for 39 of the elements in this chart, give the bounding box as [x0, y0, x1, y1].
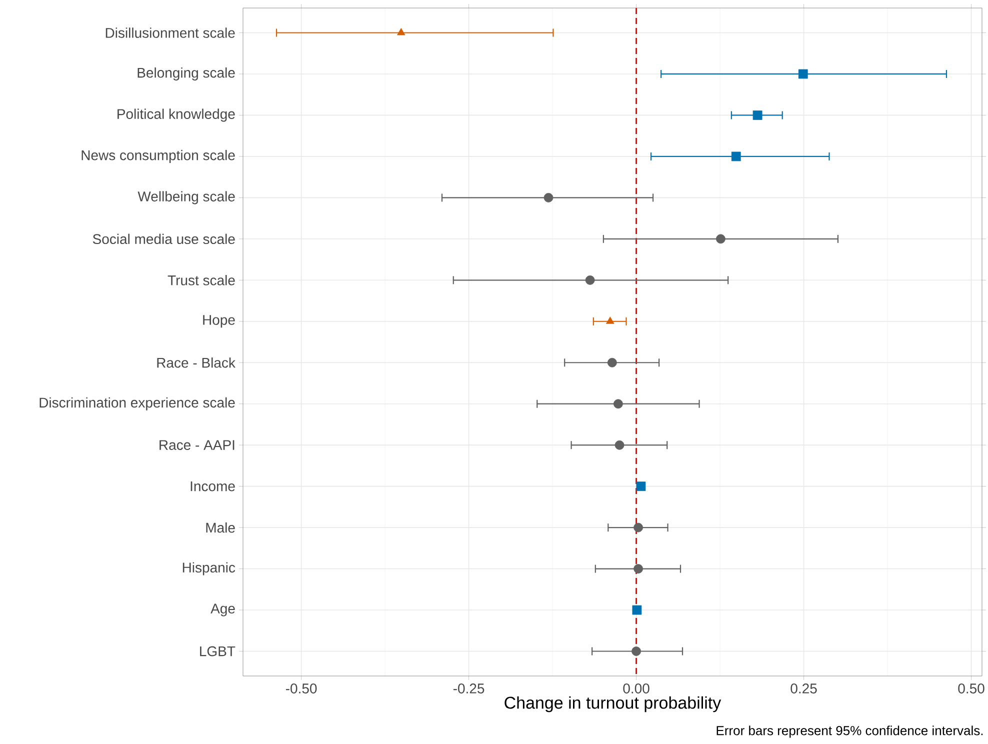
- y-tick-label: Age: [210, 604, 235, 616]
- point: [606, 316, 614, 324]
- x-tick-label: 0.25: [790, 684, 817, 694]
- y-tick-label: News consumption scale: [82, 150, 235, 163]
- x-tick-label: -0.25: [453, 684, 484, 694]
- y-tick-label: Race - Black: [157, 357, 236, 368]
- point: [632, 605, 642, 615]
- point: [397, 28, 406, 36]
- point: [634, 522, 643, 532]
- y-tick-label: Political knowledge: [118, 108, 235, 122]
- y-tick-label: Social media use scale: [92, 234, 235, 244]
- point: [731, 152, 741, 162]
- point: [632, 646, 641, 656]
- y-tick-label: Hope: [203, 315, 235, 328]
- point: [634, 564, 643, 574]
- x-axis-title: Change in turnout probability: [504, 696, 722, 712]
- y-tick-label: Wellbeing scale: [138, 191, 235, 204]
- point: [752, 110, 762, 120]
- point: [544, 192, 554, 202]
- x-tick-label: -0.50: [286, 684, 317, 694]
- y-tick-label: Income: [190, 481, 235, 492]
- text: Error bars represent 95% confidence intervals.: [716, 726, 983, 738]
- point: [798, 69, 808, 79]
- y-tick-label: Belonging scale: [138, 67, 235, 80]
- point: [607, 358, 617, 368]
- y-tick-label: Race - AAPI: [160, 440, 234, 450]
- y-tick-label: LGBT: [200, 646, 236, 656]
- point: [716, 234, 726, 244]
- y-tick-label: Discrimination experience scale: [40, 397, 235, 410]
- point: [614, 440, 624, 450]
- y-tick-label: Disillusionment scale: [106, 28, 235, 38]
- y-tick-label: Trust scale: [168, 275, 235, 286]
- point: [636, 482, 646, 492]
- x-tick-label: 0.00: [623, 684, 650, 694]
- y-tick-label: Hispanic: [182, 562, 236, 576]
- x-tick-label: 0.50: [958, 684, 984, 694]
- point: [585, 275, 595, 285]
- y-tick-label: Male: [206, 522, 235, 533]
- point: [613, 399, 623, 409]
